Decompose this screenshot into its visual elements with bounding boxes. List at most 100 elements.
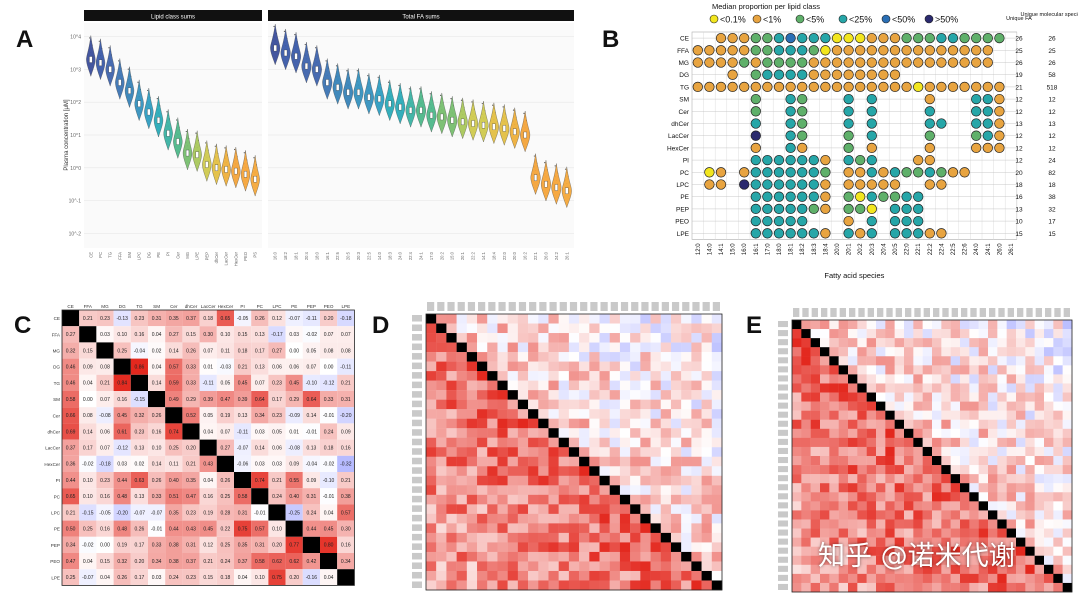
heatmap-cell	[932, 465, 942, 475]
heatmap-cell	[630, 352, 641, 362]
heatmap-cell	[904, 546, 914, 556]
cell-value: 0.23	[272, 381, 282, 387]
cell-value: 0.35	[238, 543, 248, 549]
heatmap-cell	[320, 569, 338, 586]
fa-tick-label: 24:2	[554, 251, 559, 260]
prop-dot	[773, 57, 785, 68]
cell-value: -0.09	[288, 413, 300, 419]
heatmap-cell	[182, 536, 200, 553]
heatmap-cell	[113, 391, 131, 408]
prop-dot	[785, 69, 796, 80]
heatmap-cell	[866, 329, 877, 339]
col-label-placeholder	[651, 302, 659, 311]
heatmap-cell	[466, 504, 478, 515]
heatmap-cell	[113, 439, 131, 456]
heatmap-cell	[810, 555, 821, 565]
heatmap-cell	[950, 510, 961, 520]
heatmap-cell	[456, 380, 468, 391]
row-label-placeholder	[778, 574, 788, 581]
heatmap-cell	[251, 358, 269, 375]
heatmap-cell	[456, 485, 468, 496]
heatmap-cell	[941, 456, 951, 466]
heatmap-cell	[960, 374, 970, 384]
heatmap-cell	[548, 494, 559, 505]
heatmap-cell	[640, 390, 651, 400]
class-tick-label: dhCer	[214, 251, 219, 263]
row-label-placeholder	[778, 475, 788, 482]
heatmap-cell	[681, 447, 692, 457]
heatmap-cell	[79, 358, 97, 375]
heatmap-cell	[876, 483, 886, 493]
heatmap-cell	[866, 446, 877, 457]
heatmap-cell	[866, 474, 877, 484]
heatmap-cell	[960, 492, 970, 502]
heatmap-cell	[960, 320, 970, 330]
class-point	[147, 89, 149, 92]
heatmap-cell	[640, 485, 651, 496]
heatmap-cell	[885, 501, 895, 511]
heatmap-cell	[436, 475, 447, 486]
heatmap-cell	[487, 532, 498, 543]
heatmap-cell	[820, 365, 830, 375]
heatmap-cell	[558, 342, 570, 353]
row-label-placeholder	[412, 562, 422, 569]
heatmap-cell	[1053, 474, 1063, 484]
prop-dot	[994, 93, 1005, 105]
heatmap-cell	[997, 456, 1007, 466]
col-label-placeholder	[858, 308, 865, 317]
heatmap-cell	[997, 419, 1007, 429]
fa-tick-label: 18:1	[294, 251, 299, 260]
heatmap-cell	[978, 320, 989, 330]
heatmap-cell	[866, 492, 877, 502]
heatmap-cell	[528, 409, 539, 419]
cell-value: 0.32	[135, 413, 145, 419]
prop-dot	[727, 81, 738, 93]
heatmap-cell	[810, 338, 821, 348]
fa-tick-label: 24:0	[398, 251, 403, 260]
heatmap-cell	[609, 399, 621, 410]
heatmap-cell	[251, 536, 269, 553]
heatmap-cell	[630, 456, 641, 467]
heatmap-cell	[497, 580, 508, 591]
cell-value: 0.33	[152, 494, 162, 500]
heatmap-cell	[251, 439, 269, 456]
heatmap-cell	[302, 472, 320, 489]
heatmap-cell	[487, 570, 498, 581]
heatmap-cell	[838, 401, 849, 411]
heatmap-cell	[670, 542, 682, 553]
heatmap-cell	[997, 519, 1007, 529]
prop-dot	[855, 191, 866, 202]
fa-point	[325, 60, 327, 62]
heatmap-cell	[62, 520, 80, 537]
prop-dot	[808, 179, 819, 190]
prop-dot	[773, 167, 785, 178]
heatmap-cell	[1053, 419, 1063, 429]
row-label-placeholder	[412, 448, 422, 455]
heatmap-cell	[579, 342, 590, 353]
heatmap-cell	[426, 437, 437, 448]
heatmap-cell	[619, 475, 631, 486]
heatmap-cell	[497, 399, 508, 410]
heatmap-cell	[466, 437, 478, 448]
unique-fa-value: 20	[1015, 170, 1023, 177]
heatmap-cell	[234, 472, 252, 489]
heatmap-cell	[691, 532, 702, 543]
heatmap-cell	[79, 439, 97, 456]
row-label: dhCer	[47, 430, 60, 435]
col-label-placeholder	[641, 302, 649, 311]
heatmap-cell	[978, 501, 989, 511]
heatmap-cell	[885, 338, 895, 348]
heatmap-cell	[456, 361, 468, 372]
heatmap-cell	[285, 472, 303, 489]
heatmap-cell	[456, 532, 468, 543]
cell-value: 0.45	[117, 413, 127, 419]
heatmap-cell	[913, 519, 923, 529]
cell-value: 0.03	[152, 575, 162, 581]
heatmap-cell	[466, 314, 478, 324]
heatmap-cell	[711, 380, 723, 391]
heatmap-cell	[913, 510, 923, 520]
prop-dot	[866, 203, 877, 215]
heatmap-cell	[913, 582, 923, 593]
prop-dot	[750, 215, 761, 227]
heatmap-cell	[1053, 437, 1063, 448]
